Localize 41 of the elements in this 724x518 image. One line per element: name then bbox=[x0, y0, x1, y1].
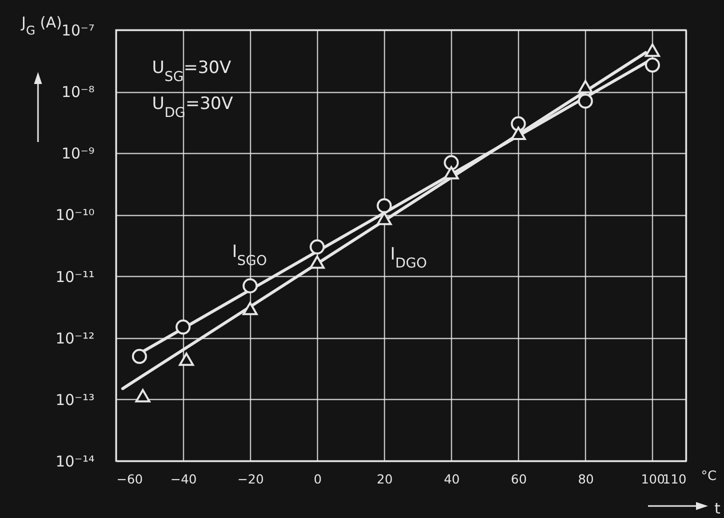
x-tick-label: 20 bbox=[376, 472, 393, 486]
y-axis-title: J$_{G}$ (A) bbox=[20, 14, 62, 38]
annotation: U$_{SG}$=30V bbox=[152, 58, 232, 85]
point bbox=[444, 166, 459, 180]
y-tick-label: 10⁻¹⁰ bbox=[55, 206, 94, 224]
point bbox=[644, 58, 660, 73]
x-tick-label: −60 bbox=[116, 472, 143, 486]
y-tick-label: 10⁻¹³ bbox=[55, 390, 94, 409]
x-tick-label: 40 bbox=[444, 472, 460, 486]
point bbox=[242, 278, 258, 294]
y-tick-label: 10⁻¹¹ bbox=[55, 268, 94, 286]
point bbox=[376, 198, 392, 214]
y-tick-label: 10⁻¹⁴ bbox=[55, 452, 94, 470]
point bbox=[242, 302, 258, 316]
point bbox=[578, 80, 593, 94]
y-tick-label: 10⁻⁸ bbox=[61, 83, 94, 102]
x-tick-label: −20 bbox=[237, 472, 264, 486]
x-tick-label: 100 bbox=[641, 472, 665, 486]
text: °C bbox=[701, 469, 717, 484]
x-tick-label: 110 bbox=[662, 472, 687, 486]
y-tick-label: 10⁻⁹ bbox=[61, 144, 94, 163]
y-tick-label: 10⁻⁷ bbox=[61, 22, 94, 40]
point bbox=[510, 126, 526, 140]
point bbox=[310, 255, 325, 269]
point bbox=[444, 155, 459, 170]
point bbox=[376, 212, 392, 226]
point bbox=[132, 348, 147, 364]
x-axis-title: t bbox=[714, 500, 720, 518]
x-tick-label: 0 bbox=[314, 472, 322, 486]
x-tick-label: 80 bbox=[578, 472, 594, 486]
x-tick-label: 60 bbox=[510, 472, 527, 486]
x-tick-label: −40 bbox=[170, 472, 197, 486]
point bbox=[135, 389, 150, 402]
point bbox=[178, 352, 194, 366]
point bbox=[510, 116, 526, 132]
point bbox=[176, 320, 191, 335]
point bbox=[578, 94, 593, 109]
point bbox=[644, 44, 660, 57]
y-tick-label: 10⁻¹² bbox=[55, 329, 94, 348]
series-label: I$_{DGO}$ bbox=[390, 244, 427, 272]
point bbox=[310, 239, 325, 254]
